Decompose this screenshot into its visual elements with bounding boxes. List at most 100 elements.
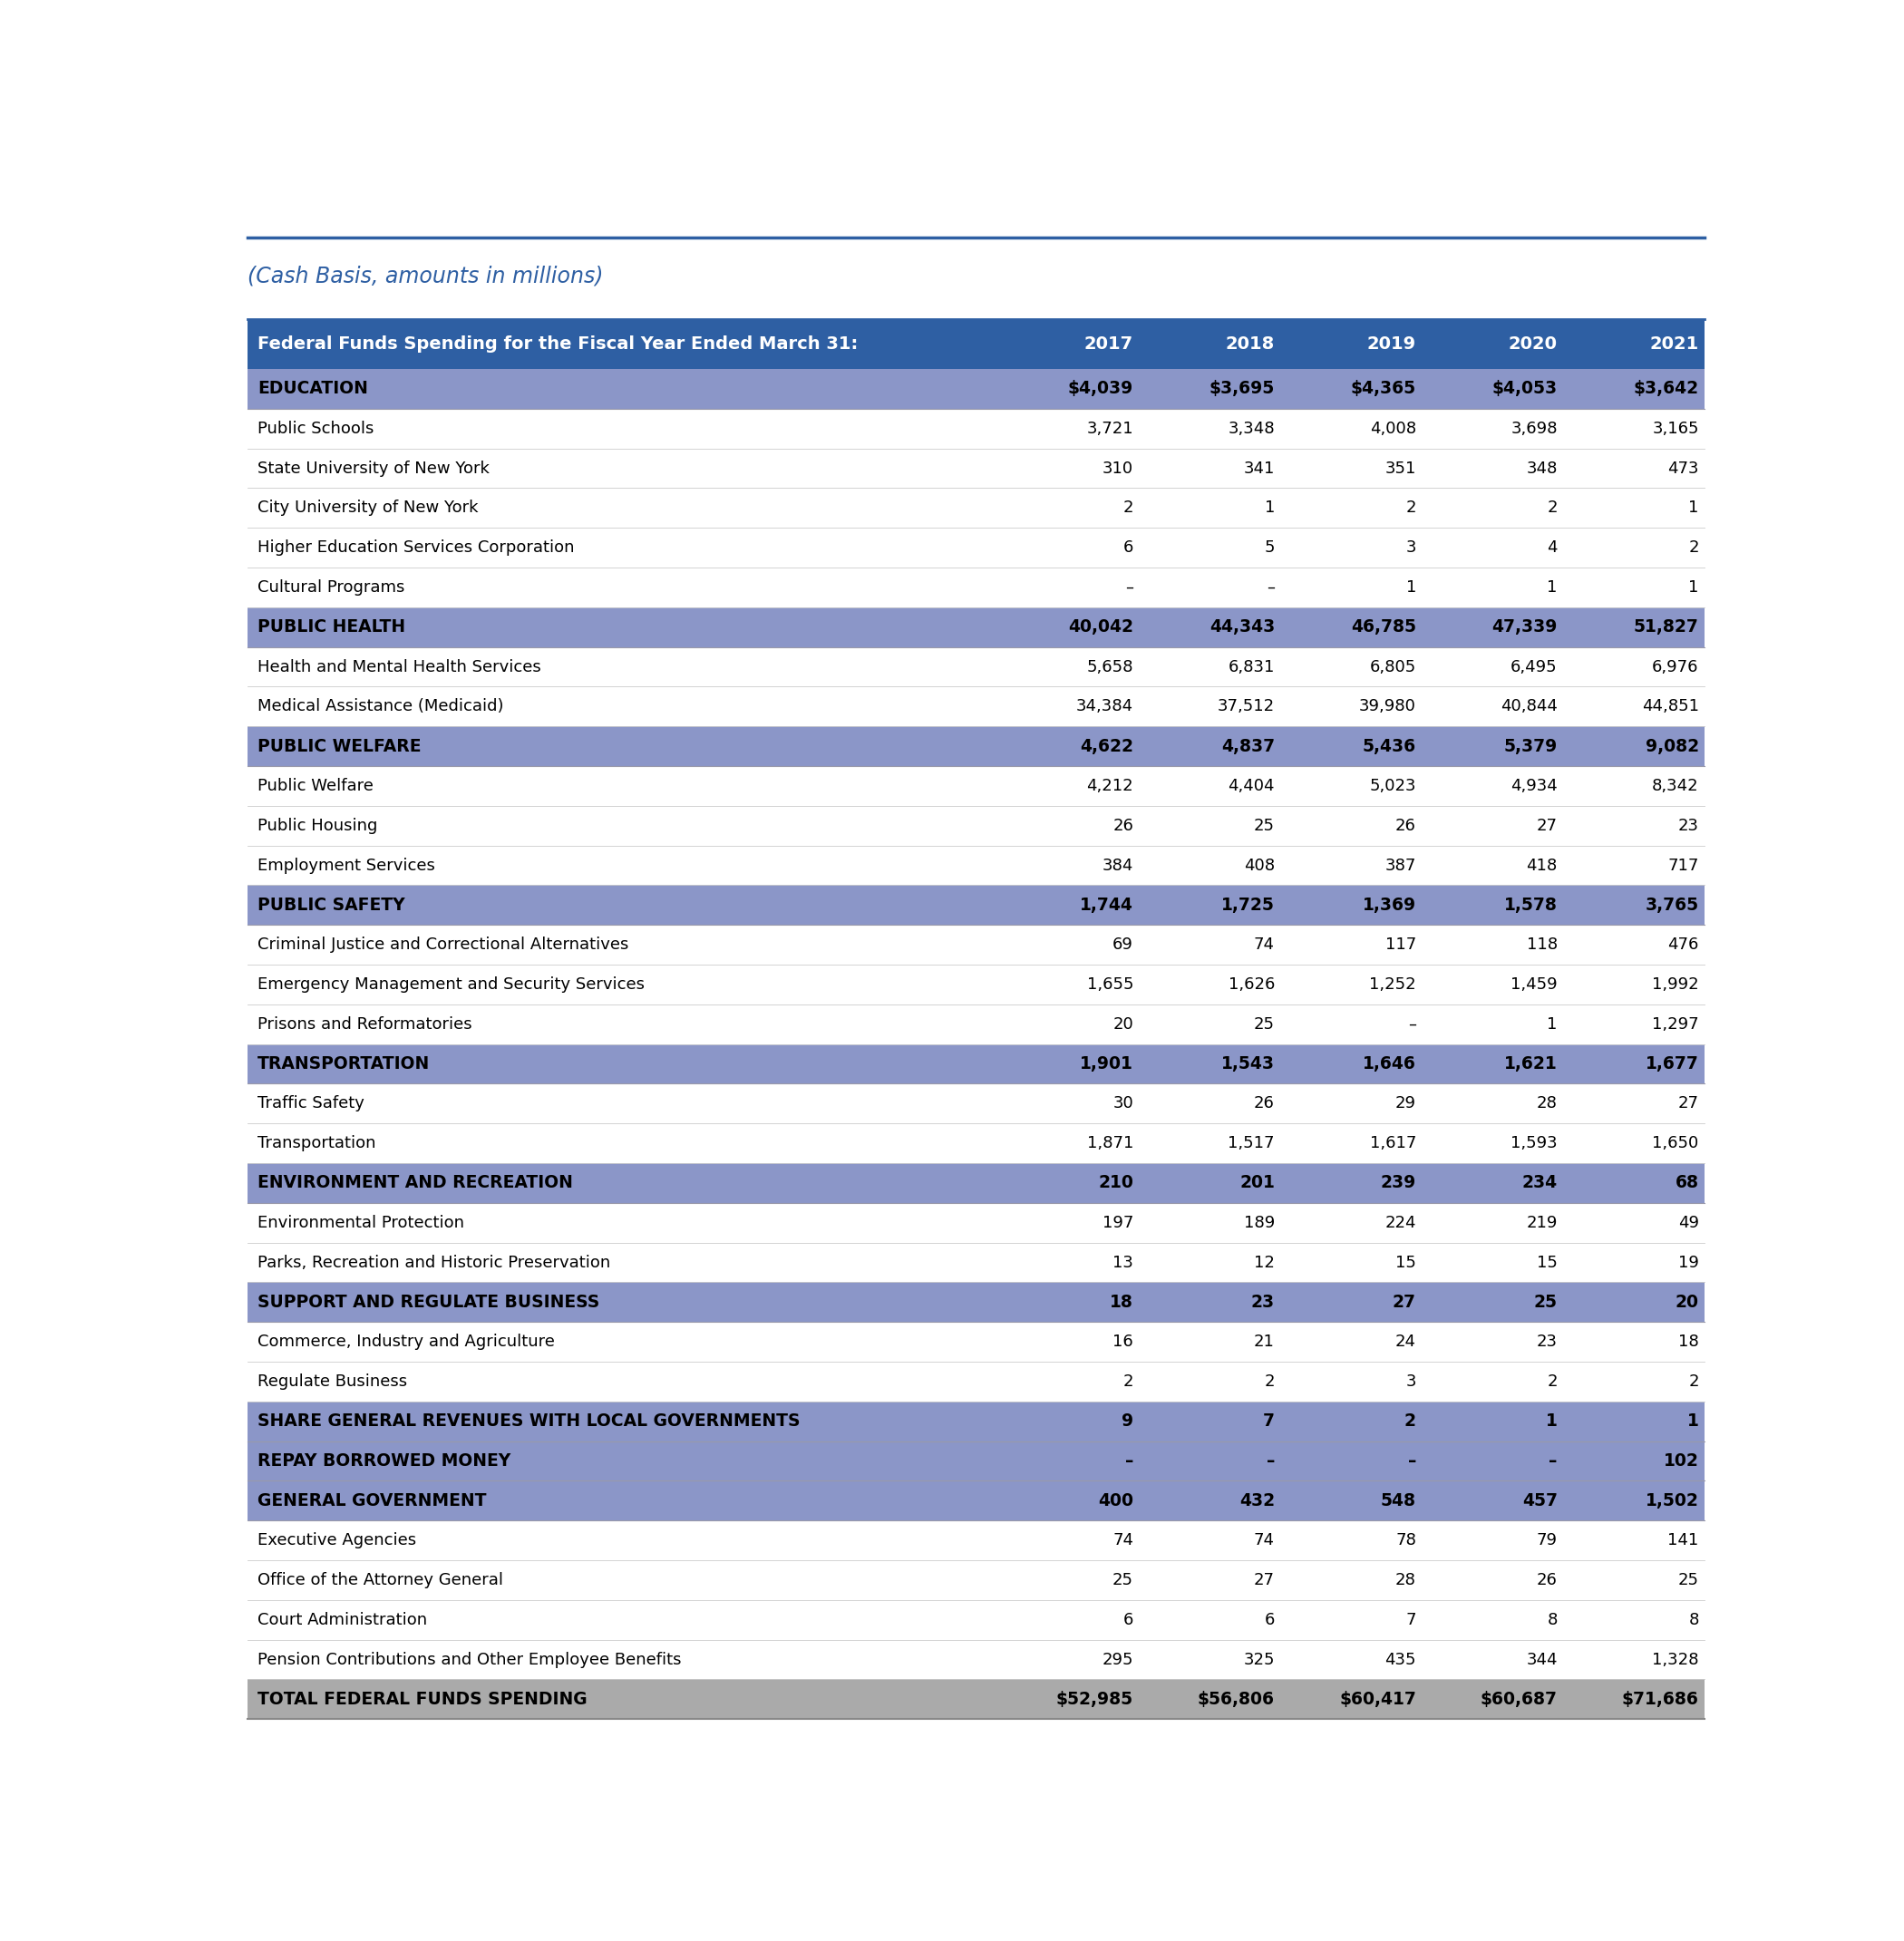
Text: 418: 418 <box>1527 858 1557 873</box>
Text: 15: 15 <box>1537 1254 1557 1271</box>
Text: Higher Education Services Corporation: Higher Education Services Corporation <box>257 540 575 555</box>
Text: PUBLIC SAFETY: PUBLIC SAFETY <box>257 897 406 914</box>
Text: 1: 1 <box>1687 1413 1698 1431</box>
Text: 25: 25 <box>1255 1015 1276 1033</box>
Text: 2: 2 <box>1264 1374 1276 1390</box>
Text: SUPPORT AND REGULATE BUSINESS: SUPPORT AND REGULATE BUSINESS <box>257 1293 600 1310</box>
Text: 6: 6 <box>1123 540 1133 555</box>
Text: 27: 27 <box>1392 1293 1417 1310</box>
Text: 1: 1 <box>1548 1015 1557 1033</box>
Text: 1,502: 1,502 <box>1645 1493 1698 1510</box>
Text: 2: 2 <box>1123 501 1133 516</box>
Text: 25: 25 <box>1112 1572 1133 1588</box>
Text: 5,436: 5,436 <box>1363 738 1417 755</box>
Text: 1,901: 1,901 <box>1080 1056 1133 1073</box>
Text: 341: 341 <box>1243 460 1276 476</box>
Text: TRANSPORTATION: TRANSPORTATION <box>257 1056 430 1073</box>
Text: 30: 30 <box>1112 1095 1133 1112</box>
Text: 1,252: 1,252 <box>1369 976 1417 992</box>
Bar <box>248 1083 1704 1124</box>
Text: 5,658: 5,658 <box>1087 658 1133 675</box>
Text: –: – <box>1125 578 1133 596</box>
Text: 37,512: 37,512 <box>1217 699 1276 714</box>
Text: 74: 74 <box>1255 938 1276 953</box>
Text: 51,827: 51,827 <box>1634 619 1698 637</box>
Text: 25: 25 <box>1535 1293 1557 1310</box>
Bar <box>248 1003 1704 1044</box>
Text: Commerce, Industry and Agriculture: Commerce, Industry and Agriculture <box>257 1333 554 1351</box>
Bar <box>248 1322 1704 1363</box>
Text: 69: 69 <box>1112 938 1133 953</box>
Text: 4,008: 4,008 <box>1369 421 1417 437</box>
Bar <box>248 567 1704 608</box>
Text: 102: 102 <box>1664 1452 1698 1469</box>
Bar <box>248 646 1704 687</box>
Bar <box>248 1481 1704 1520</box>
Text: Cultural Programs: Cultural Programs <box>257 578 406 596</box>
Text: 3: 3 <box>1405 1374 1417 1390</box>
Text: 1,744: 1,744 <box>1080 897 1133 914</box>
Text: 295: 295 <box>1102 1652 1133 1667</box>
Text: Federal Funds Spending for the Fiscal Year Ended March 31:: Federal Funds Spending for the Fiscal Ye… <box>257 336 859 353</box>
Text: 2: 2 <box>1405 1413 1417 1431</box>
Bar <box>248 1044 1704 1083</box>
Text: 1,517: 1,517 <box>1228 1135 1276 1151</box>
Text: –: – <box>1407 1452 1417 1469</box>
Text: 7: 7 <box>1405 1611 1417 1628</box>
Text: 28: 28 <box>1396 1572 1417 1588</box>
Text: 74: 74 <box>1255 1531 1276 1549</box>
Text: Environmental Protection: Environmental Protection <box>257 1215 465 1231</box>
Text: 19: 19 <box>1677 1254 1698 1271</box>
Text: 40,844: 40,844 <box>1500 699 1557 714</box>
Text: 3,721: 3,721 <box>1087 421 1133 437</box>
Text: 4: 4 <box>1548 540 1557 555</box>
Text: 117: 117 <box>1384 938 1417 953</box>
Text: 20: 20 <box>1676 1293 1698 1310</box>
Text: 68: 68 <box>1676 1174 1698 1192</box>
Bar <box>248 1401 1704 1440</box>
Text: $60,417: $60,417 <box>1339 1691 1417 1708</box>
Bar <box>248 806 1704 846</box>
Text: 29: 29 <box>1396 1095 1417 1112</box>
Text: Transportation: Transportation <box>257 1135 375 1151</box>
Text: Criminal Justice and Correctional Alternatives: Criminal Justice and Correctional Altern… <box>257 938 628 953</box>
Text: 310: 310 <box>1102 460 1133 476</box>
Text: 26: 26 <box>1537 1572 1557 1588</box>
Bar <box>248 1561 1704 1599</box>
Text: 1: 1 <box>1548 578 1557 596</box>
Text: $52,985: $52,985 <box>1057 1691 1133 1708</box>
Text: 2: 2 <box>1123 1374 1133 1390</box>
Text: 4,837: 4,837 <box>1220 738 1276 755</box>
Text: 3,765: 3,765 <box>1645 897 1698 914</box>
Text: Executive Agencies: Executive Agencies <box>257 1531 417 1549</box>
Bar <box>248 965 1704 1003</box>
Bar <box>248 1640 1704 1679</box>
Text: TOTAL FEDERAL FUNDS SPENDING: TOTAL FEDERAL FUNDS SPENDING <box>257 1691 586 1708</box>
Bar <box>248 1440 1704 1481</box>
Text: 219: 219 <box>1527 1215 1557 1231</box>
Text: 18: 18 <box>1677 1333 1698 1351</box>
Text: 2018: 2018 <box>1226 336 1276 353</box>
Text: 34,384: 34,384 <box>1076 699 1133 714</box>
Text: 13: 13 <box>1112 1254 1133 1271</box>
Text: 5,023: 5,023 <box>1369 778 1417 794</box>
Bar <box>248 1363 1704 1401</box>
Text: 2: 2 <box>1548 1374 1557 1390</box>
Text: 5,379: 5,379 <box>1504 738 1557 755</box>
Bar <box>248 528 1704 567</box>
Text: 1,369: 1,369 <box>1363 897 1417 914</box>
Bar <box>248 1124 1704 1163</box>
Text: 78: 78 <box>1396 1531 1417 1549</box>
Text: Emergency Management and Security Services: Emergency Management and Security Servic… <box>257 976 645 992</box>
Text: Health and Mental Health Services: Health and Mental Health Services <box>257 658 541 675</box>
Text: PUBLIC HEALTH: PUBLIC HEALTH <box>257 619 406 637</box>
Text: 400: 400 <box>1099 1493 1133 1510</box>
Text: 44,851: 44,851 <box>1641 699 1698 714</box>
Text: 8,342: 8,342 <box>1653 778 1698 794</box>
Text: 24: 24 <box>1396 1333 1417 1351</box>
Text: EDUCATION: EDUCATION <box>257 380 367 398</box>
Text: 9: 9 <box>1121 1413 1133 1431</box>
Text: Court Administration: Court Administration <box>257 1611 426 1628</box>
Bar <box>248 1163 1704 1203</box>
Text: 1,593: 1,593 <box>1510 1135 1557 1151</box>
